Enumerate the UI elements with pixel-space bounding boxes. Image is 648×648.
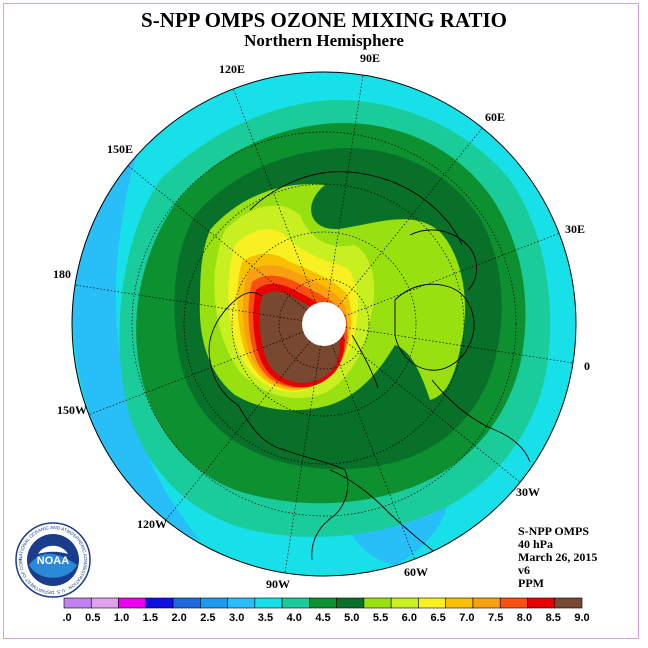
- map-boundary: [71, 71, 577, 577]
- colorbar-box: [499, 597, 528, 609]
- product-info: S-NPP OMPS 40 hPa March 26, 2015 v6 PPM: [518, 525, 597, 590]
- info-version: v6: [518, 563, 530, 577]
- colorbar-box: [200, 597, 228, 609]
- colorbar-tick-labels: 0.0 0.5 1.0 1.5 2.0 2.5 3.0 3.5 4.0 4.5 5.0 5.5 6.0 6…: [62, 612, 590, 624]
- latitude-60n: [183, 183, 465, 465]
- logo-acronym: NOAA: [37, 555, 69, 567]
- colorbar-tick-label: 4.0: [287, 612, 302, 624]
- colorbar-tick-label: 8.5: [546, 612, 561, 624]
- colorbar-tick-label: 0.0: [62, 612, 72, 624]
- colorbar-tick-label: 2.0: [171, 612, 186, 624]
- map-title: S-NPP OMPS OZONE MIXING RATIO: [141, 8, 507, 32]
- lon-label-120w: 120W: [137, 517, 167, 531]
- colorbar-box: [172, 597, 201, 609]
- colorbar-box: [145, 597, 174, 609]
- coastlines: [208, 171, 531, 561]
- colorbar-tick-label: 8.0: [517, 612, 532, 624]
- gulf-coast: [329, 469, 446, 561]
- lon-label-30e: 30E: [565, 222, 585, 236]
- lon-label-90e: 90E: [360, 51, 380, 65]
- lon-label-60e: 60E: [485, 110, 505, 124]
- colorbar-tick-label: 7.0: [459, 612, 474, 624]
- colorbar-tick-label: 4.5: [315, 612, 330, 624]
- colorbar-tick-label: 6.0: [402, 612, 417, 624]
- lon-label-150e: 150E: [107, 142, 133, 156]
- latitude-50n: [131, 131, 517, 517]
- map-subtitle: Northern Hemisphere: [244, 31, 404, 50]
- latitude-80n: [278, 278, 370, 370]
- colorbar-tick-label: 1.5: [143, 612, 158, 624]
- lon-label-30w: 30W: [516, 485, 540, 499]
- pole-hole: [302, 302, 346, 346]
- colorbar-box: [254, 597, 283, 609]
- colorbar-box: [418, 597, 446, 609]
- colorbar-tick-label: 5.0: [344, 612, 359, 624]
- colorbar: 0.0 0.5 1.0 1.5 2.0 2.5 3.0 3.5 4.0 4.5 5.0 5.5 6.0 6…: [62, 597, 590, 624]
- info-level: 40 hPa: [518, 537, 554, 551]
- colorbar-box: [118, 597, 147, 609]
- greenland-coast: [351, 334, 379, 389]
- colorbar-tick-label: 3.5: [258, 612, 273, 624]
- colorbar-box: [445, 597, 474, 609]
- colorbar-box: [336, 597, 365, 609]
- colorbar-tick-label: 1.0: [114, 612, 129, 624]
- africa-coast: [431, 379, 531, 463]
- colorbar-boxes: [63, 597, 583, 609]
- latitude-circles: [131, 131, 517, 517]
- colorbar-tick-label: 5.5: [373, 612, 388, 624]
- lon-label-60w: 60W: [404, 565, 428, 579]
- colorbar-box: [390, 597, 419, 609]
- colorbar-box: [63, 597, 92, 609]
- lon-label-0: 0: [584, 359, 590, 373]
- colorbar-box: [554, 597, 583, 609]
- info-units: PPM: [518, 576, 544, 590]
- colorbar-box: [281, 597, 310, 609]
- colorbar-box: [309, 597, 337, 609]
- colorbar-tick-label: 9.0: [574, 612, 589, 624]
- north-america-coast: [208, 292, 349, 561]
- field-3.0-pacific: [72, 130, 200, 540]
- colorbar-tick-label: 2.5: [200, 612, 215, 624]
- info-instrument: S-NPP OMPS: [518, 524, 589, 538]
- logo-bird: [38, 545, 68, 554]
- colorbar-tick-label: 0.5: [85, 612, 100, 624]
- siberia-coast: [249, 171, 463, 246]
- colorbar-box: [90, 597, 119, 609]
- colorbar-box: [527, 597, 556, 609]
- lon-label-180: 180: [53, 267, 71, 281]
- lon-label-120e: 120E: [219, 62, 245, 76]
- colorbar-box: [472, 597, 501, 609]
- colorbar-tick-label: 6.5: [430, 612, 445, 624]
- colorbar-box: [363, 597, 392, 609]
- colorbar-box: [227, 597, 256, 609]
- scandinavia-coast: [409, 229, 477, 291]
- colorbar-tick-label: 3.0: [229, 612, 244, 624]
- noaa-logo: NATIONAL OCEANIC AND ATMOSPHERIC ADMINIS…: [14, 521, 91, 598]
- logo-wave: [29, 553, 77, 578]
- europe-coast: [394, 283, 475, 371]
- figure-border: [3, 3, 639, 639]
- latitude-70n: [231, 231, 417, 417]
- info-date: March 26, 2015: [518, 550, 598, 564]
- lon-label-150w: 150W: [57, 403, 87, 417]
- colorbar-tick-label: 7.5: [488, 612, 503, 624]
- lon-label-90w: 90W: [266, 577, 290, 591]
